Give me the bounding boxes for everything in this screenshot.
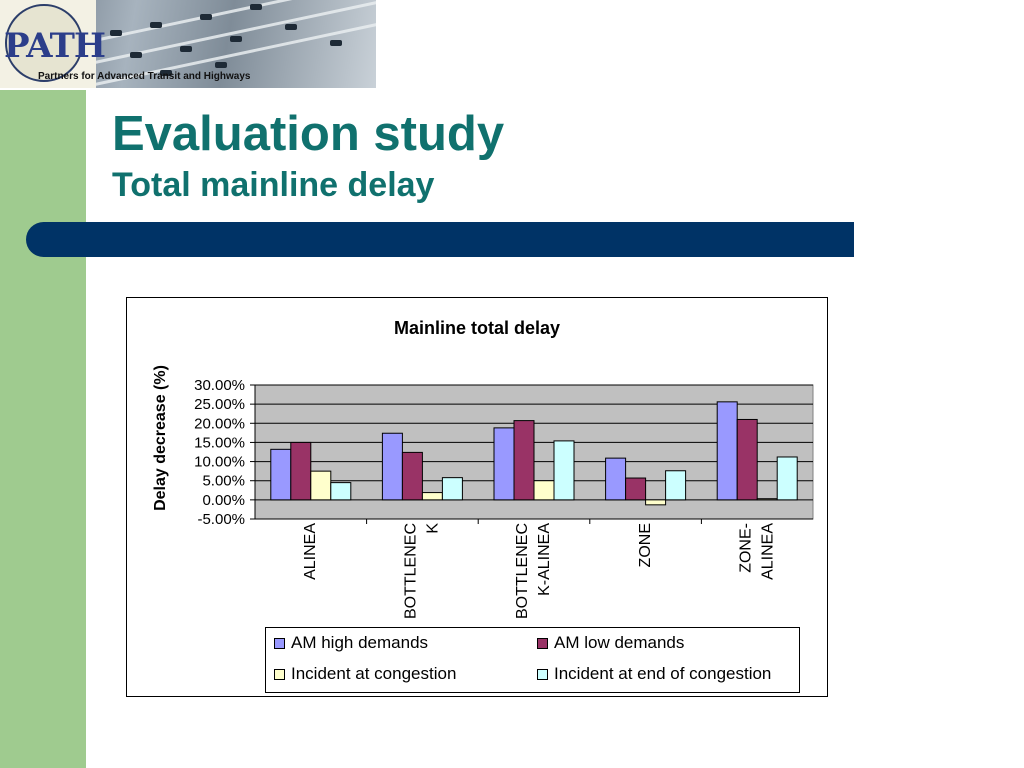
header-banner: PATH Partners for Advanced Transit and H… [0,0,376,88]
bar [421,492,443,501]
y-axis-label: Delay decrease (%) [152,365,169,511]
bar [665,470,687,501]
legend-swatch [537,637,548,649]
y-tick-label: 5.00% [202,473,245,490]
legend-swatch [274,668,285,680]
y-tick-label: 25.00% [194,396,245,413]
x-tick-label: ZONE [637,523,654,567]
x-tick-label: BOTTLENEC [514,523,531,619]
y-tick-label: 20.00% [194,415,245,432]
bar [605,457,627,501]
legend-item: AM low demands [537,633,685,652]
x-tick-label: BOTTLENEC [403,523,420,619]
legend-item: AM high demands [274,633,429,652]
path-logo: PATH [0,0,106,88]
legend-label: Incident at end of congestion [554,664,772,683]
bar [493,427,515,501]
bar [736,418,758,501]
title-underline-bar [26,222,854,257]
y-tick-label: 10.00% [194,454,245,471]
y-tick-label: -5.00% [197,511,245,528]
bar [381,432,403,501]
y-tick-label: 15.00% [194,434,245,451]
legend-item: Incident at end of congestion [537,664,772,683]
bar [401,451,423,501]
bar [290,441,312,501]
legend-swatch [537,668,548,680]
legend-label: AM low demands [554,633,685,652]
x-tick-label: K-ALINEA [536,523,553,596]
slide-subtitle: Total mainline delay [112,166,435,204]
bar [716,401,738,501]
slide-title: Evaluation study [112,107,505,161]
y-tick-label: 0.00% [202,492,245,509]
bar [645,499,667,506]
bar [330,482,352,501]
x-tick-label: ALINEA [302,523,319,580]
logo-wordmark: PATH [4,26,106,66]
bar [776,456,798,501]
legend-label: AM high demands [291,633,429,652]
x-tick-label: ALINEA [759,523,776,580]
legend-swatch [274,637,285,649]
x-tick-label: ZONE- [737,523,754,573]
x-tick-label: K [425,523,442,534]
bar [553,440,575,501]
bar [625,477,647,501]
y-tick-label: 30.00% [194,377,245,394]
bar [756,498,778,501]
seal-icon [5,4,83,82]
bar [441,477,463,501]
legend-item: Incident at congestion [274,664,457,683]
bar [513,420,535,501]
chart-legend: AM high demands AM low demands Incident at… [265,627,800,693]
bar [270,448,292,501]
bar [533,480,555,501]
chart-title: Mainline total delay [394,318,560,338]
legend-label: Incident at congestion [291,664,457,683]
chart-frame: Mainline total delay Delay decrease (%) 30… [126,297,828,697]
bar-chart: Mainline total delay Delay decrease (%) 30… [152,318,814,619]
left-accent-band [0,90,86,768]
logo-tagline: Partners for Advanced Transit and Highwa… [38,71,251,82]
bar [310,470,332,501]
